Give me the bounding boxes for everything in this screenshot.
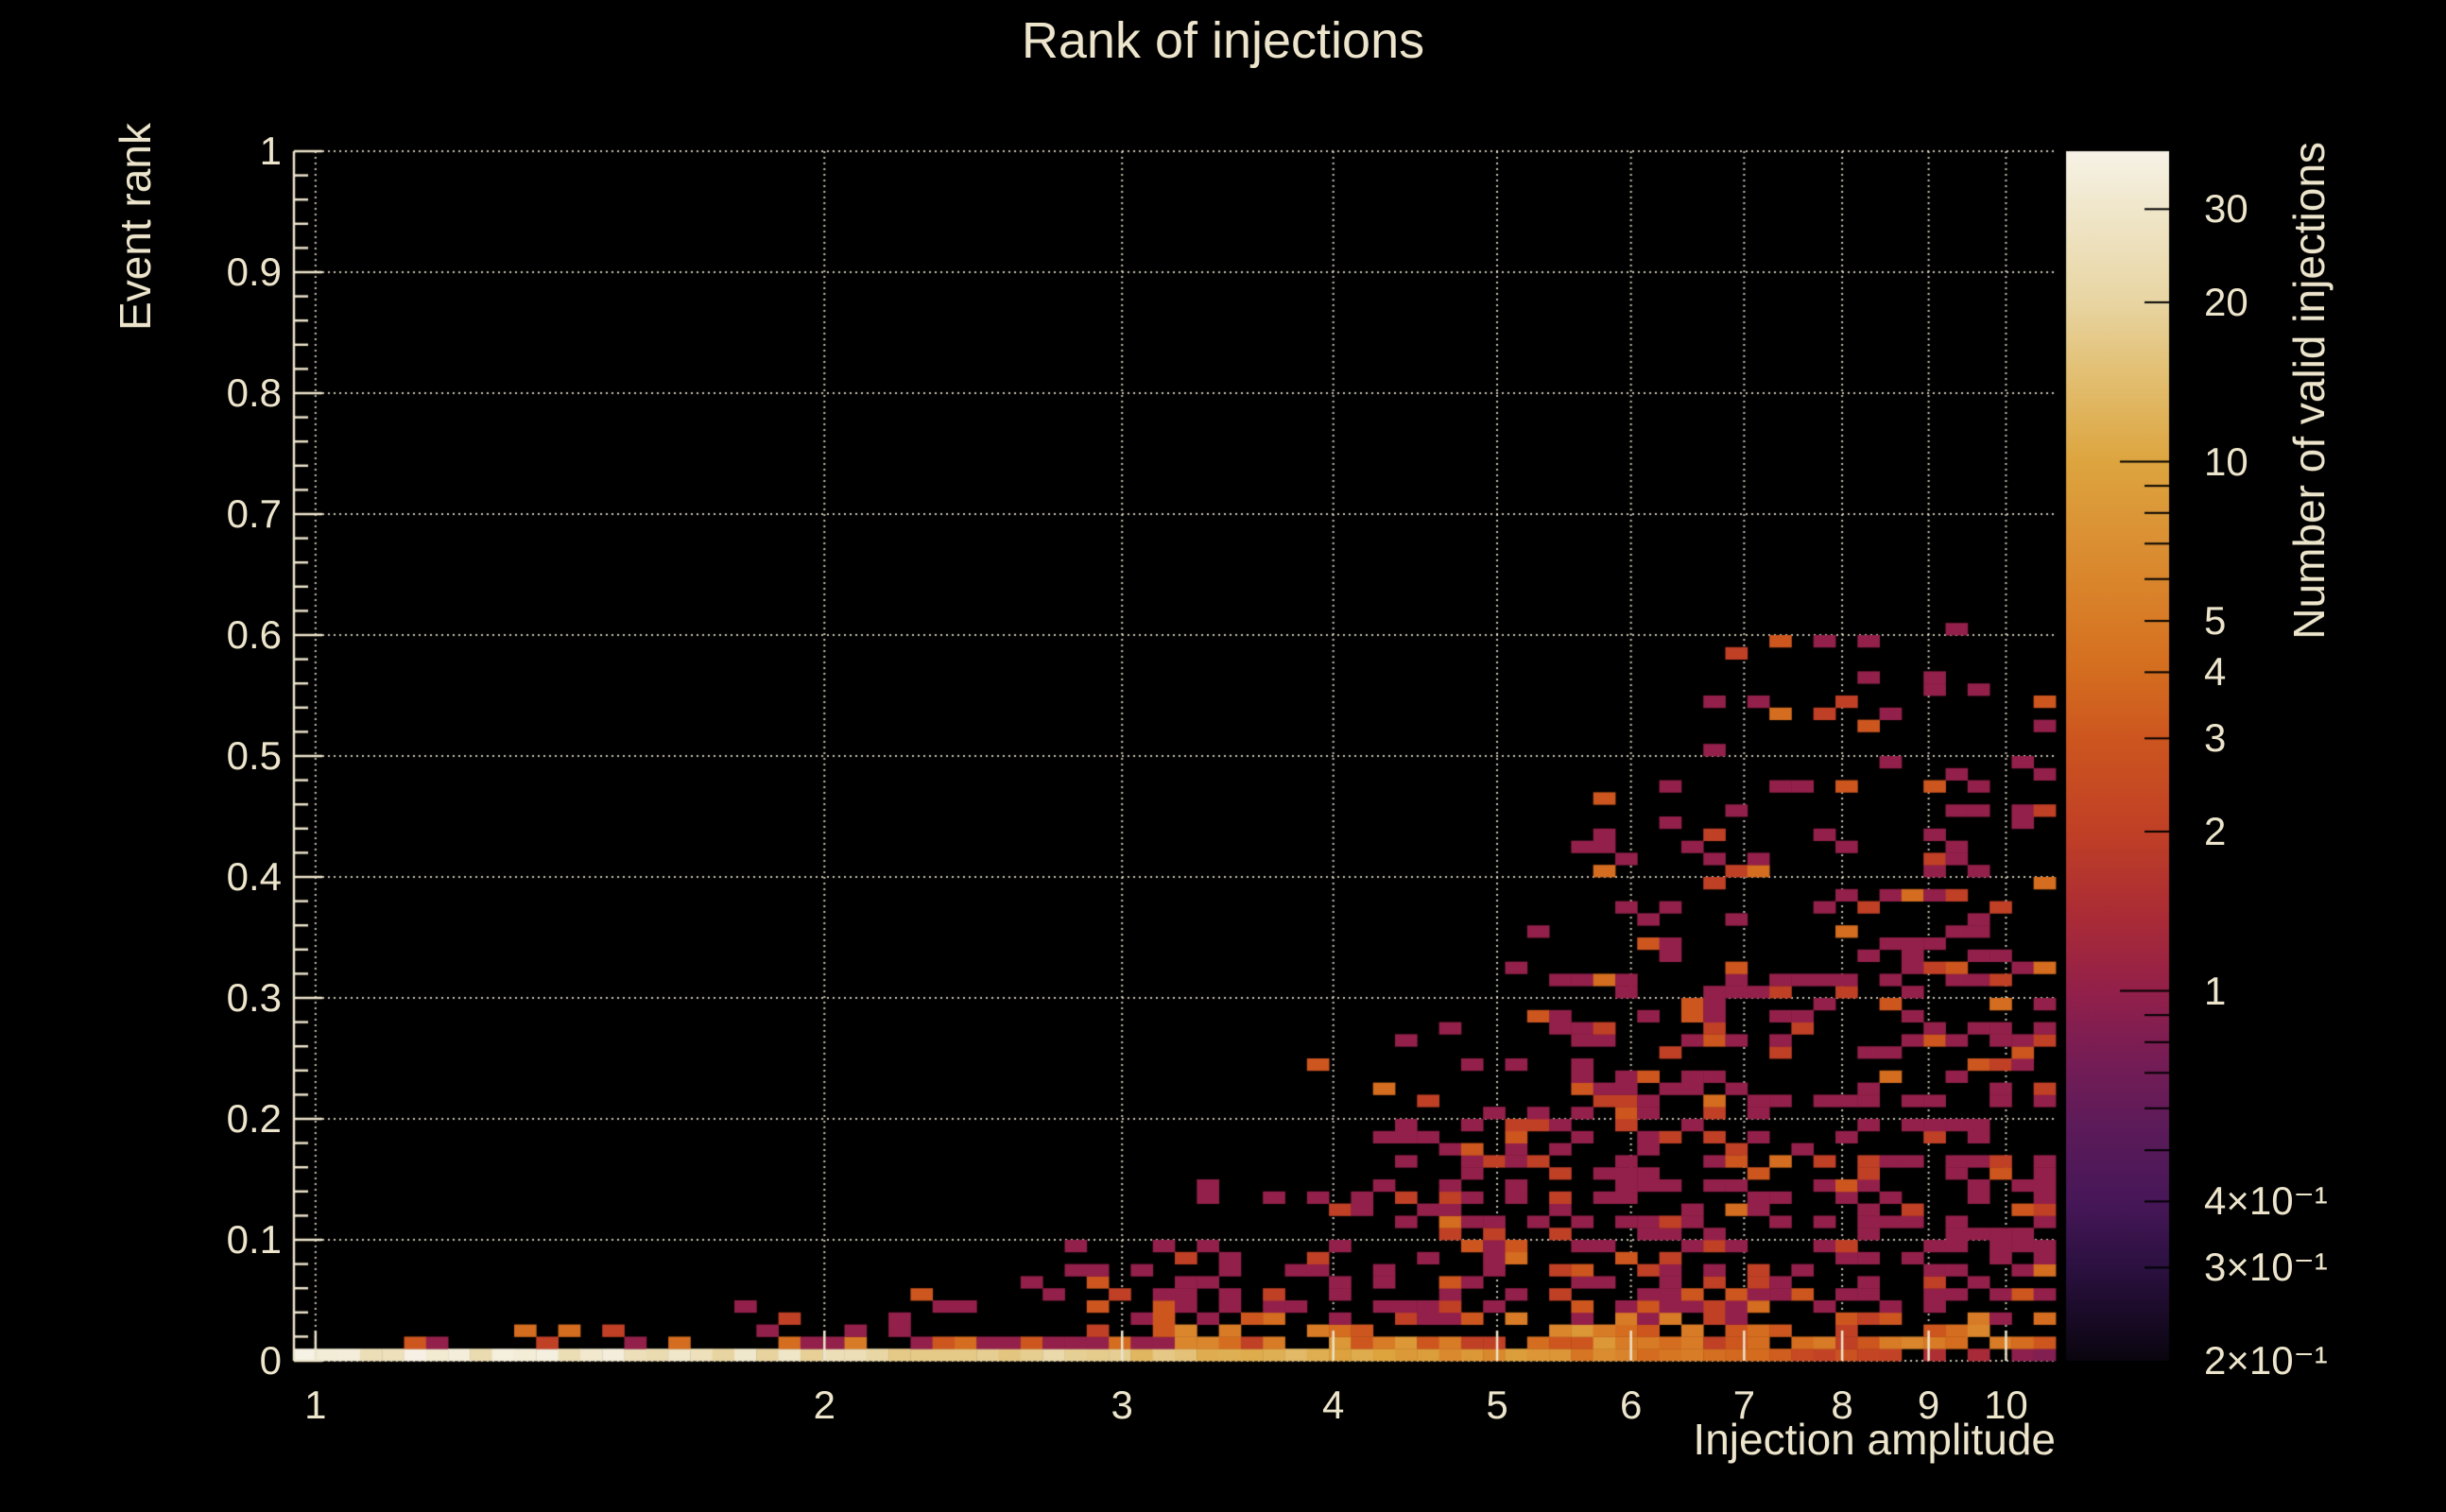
y-tick-label: 0.3	[226, 975, 282, 1020]
y-tick-label: 0.5	[226, 733, 282, 778]
colorbar-tick-label: 2	[2204, 808, 2227, 853]
x-tick-label: 7	[1732, 1383, 1756, 1427]
y-tick-label: 0.6	[226, 612, 282, 657]
colorbar-tick-label: 10	[2204, 438, 2248, 484]
z-axis-title: Number of valid injections	[2284, 142, 2334, 640]
x-tick-label: 4	[1322, 1383, 1345, 1427]
colorbar-tick-label: 4	[2204, 649, 2227, 695]
colorbar-tick-label: 2×10⁻¹	[2204, 1338, 2328, 1383]
x-tick-label: 5	[1486, 1383, 1508, 1427]
y-tick-label: 0	[259, 1338, 282, 1383]
colorbar-tick-label: 30	[2204, 186, 2248, 232]
colorbar-tick-label: 5	[2204, 598, 2227, 644]
colorbar-tick-label: 3	[2204, 715, 2227, 761]
colorbar-tick-label: 3×10⁻¹	[2204, 1245, 2328, 1290]
y-tick-label: 0.2	[226, 1096, 282, 1141]
x-tick-label: 3	[1111, 1383, 1133, 1427]
x-tick-label: 2	[813, 1383, 835, 1427]
y-tick-label: 0.8	[226, 370, 282, 415]
x-tick-label: 8	[1831, 1383, 1853, 1427]
colorbar-tick-label: 20	[2204, 279, 2248, 324]
x-tick-label: 9	[1917, 1383, 1940, 1427]
chart-title: Rank of injections	[1021, 12, 1425, 69]
x-axis-title: Injection amplitude	[1693, 1415, 2056, 1464]
colorbar-tick-label: 1	[2204, 968, 2227, 1013]
y-tick-label: 0.1	[226, 1217, 282, 1262]
y-tick-label: 0.9	[226, 249, 282, 294]
colorbar-tick-label: 4×10⁻¹	[2204, 1178, 2328, 1224]
y-tick-label: 0.4	[226, 854, 282, 899]
x-tick-label: 6	[1619, 1383, 1643, 1427]
y-tick-label: 1	[259, 129, 282, 173]
y-tick-label: 0.7	[226, 491, 282, 536]
x-tick-label: 1	[304, 1383, 327, 1427]
x-tick-label: 10	[1984, 1383, 2028, 1427]
